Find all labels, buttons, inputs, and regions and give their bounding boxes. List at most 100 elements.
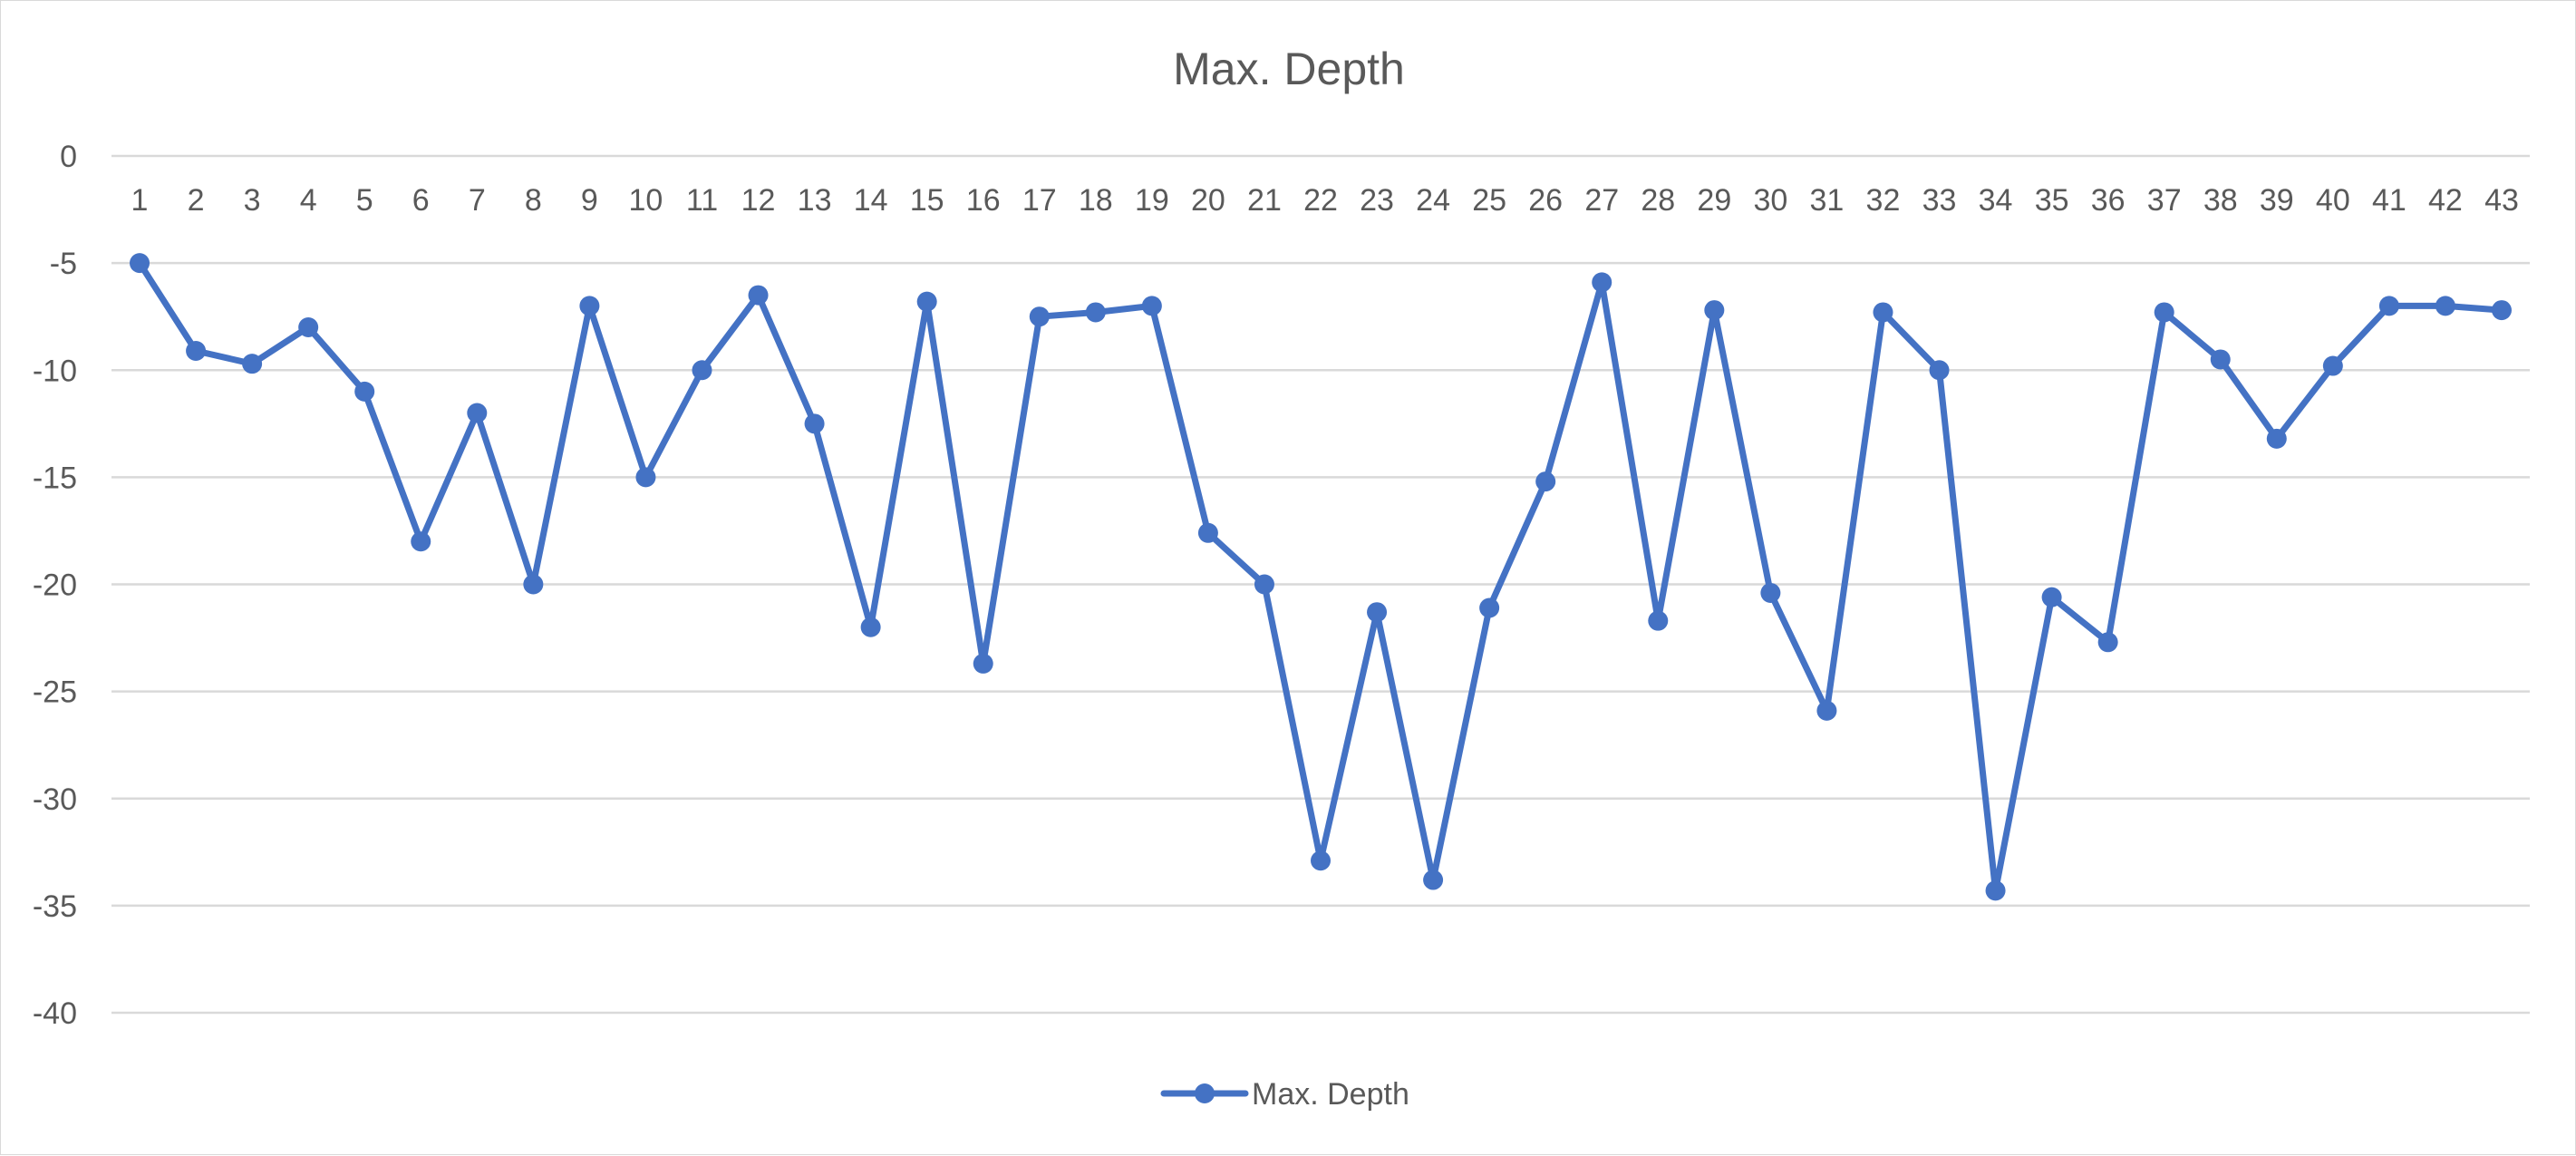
x-tick-label: 17 xyxy=(1022,183,1057,218)
x-tick-label: 10 xyxy=(629,183,663,218)
data-point[interactable] xyxy=(2435,296,2455,316)
series-line xyxy=(136,259,2505,894)
data-point[interactable] xyxy=(2322,355,2343,376)
x-tick-label: 7 xyxy=(469,183,486,218)
legend-label: Max. Depth xyxy=(1252,1077,1409,1112)
y-tick-label: -5 xyxy=(50,247,77,281)
gridlines xyxy=(111,154,2530,1015)
x-tick-label: 24 xyxy=(1416,183,1450,218)
data-point[interactable] xyxy=(635,467,656,488)
x-tick-label: 36 xyxy=(2091,183,2126,218)
data-point[interactable] xyxy=(242,354,263,374)
data-point[interactable] xyxy=(1592,272,1612,293)
x-tick-label: 2 xyxy=(188,183,205,218)
data-point[interactable] xyxy=(1985,880,2006,901)
data-point[interactable] xyxy=(973,653,993,674)
data-point[interactable] xyxy=(1197,522,1218,543)
y-tick-label: -35 xyxy=(33,889,77,924)
x-tick-label: 35 xyxy=(2035,183,2069,218)
y-tick-label: -20 xyxy=(33,568,77,603)
x-tick-label: 22 xyxy=(1303,183,1338,218)
data-point[interactable] xyxy=(579,296,600,316)
x-tick-label: 43 xyxy=(2484,183,2519,218)
data-point[interactable] xyxy=(2154,302,2174,323)
y-tick-label: -30 xyxy=(33,782,77,817)
data-point[interactable] xyxy=(467,403,488,423)
data-point[interactable] xyxy=(692,360,712,381)
data-point[interactable] xyxy=(2491,300,2512,321)
series-max-depth xyxy=(130,253,2512,901)
x-tick-label: 34 xyxy=(1979,183,2013,218)
data-point[interactable] xyxy=(1029,306,1050,327)
data-point[interactable] xyxy=(1254,574,1274,595)
x-tick-label: 14 xyxy=(854,183,888,218)
data-point[interactable] xyxy=(1141,296,1162,316)
x-tick-label: 30 xyxy=(1753,183,1787,218)
x-tick-label: 23 xyxy=(1360,183,1394,218)
x-tick-label: 13 xyxy=(798,183,832,218)
data-point[interactable] xyxy=(411,531,431,552)
data-point[interactable] xyxy=(186,340,207,361)
x-tick-label: 15 xyxy=(910,183,944,218)
x-tick-label: 31 xyxy=(1810,183,1845,218)
x-tick-label: 20 xyxy=(1191,183,1225,218)
x-tick-label: 6 xyxy=(412,183,430,218)
data-point[interactable] xyxy=(1535,471,1556,492)
x-tick-label: 21 xyxy=(1247,183,1282,218)
x-tick-label: 37 xyxy=(2147,183,2182,218)
data-point[interactable] xyxy=(1085,302,1106,323)
data-point[interactable] xyxy=(1479,597,1500,618)
data-point[interactable] xyxy=(1929,360,1950,381)
data-point[interactable] xyxy=(2041,587,2062,607)
data-point[interactable] xyxy=(2097,632,2118,653)
data-point[interactable] xyxy=(2210,349,2231,370)
data-point[interactable] xyxy=(1423,869,1444,890)
data-point[interactable] xyxy=(298,317,319,337)
data-point[interactable] xyxy=(1704,300,1725,321)
x-tick-label: 12 xyxy=(741,183,776,218)
data-point[interactable] xyxy=(1873,302,1893,323)
x-tick-label: 25 xyxy=(1472,183,1506,218)
x-tick-label: 33 xyxy=(1922,183,1957,218)
x-tick-label: 4 xyxy=(300,183,317,218)
x-tick-label: 28 xyxy=(1641,183,1675,218)
data-point[interactable] xyxy=(523,574,544,595)
x-tick-label: 41 xyxy=(2372,183,2407,218)
y-tick-label: -15 xyxy=(33,461,77,495)
x-tick-label: 8 xyxy=(525,183,542,218)
x-tick-label: 32 xyxy=(1866,183,1901,218)
x-tick-label: 19 xyxy=(1135,183,1169,218)
x-tick-label: 16 xyxy=(966,183,1001,218)
data-point[interactable] xyxy=(1760,582,1781,603)
data-point[interactable] xyxy=(748,285,769,306)
data-point[interactable] xyxy=(1311,850,1331,871)
data-point[interactable] xyxy=(1367,602,1388,623)
data-point[interactable] xyxy=(2378,296,2399,316)
data-point[interactable] xyxy=(804,413,825,434)
data-point[interactable] xyxy=(1816,700,1837,721)
data-point[interactable] xyxy=(1648,610,1669,631)
x-tick-label: 5 xyxy=(356,183,373,218)
data-point[interactable] xyxy=(916,291,937,312)
y-tick-label: 0 xyxy=(60,140,77,174)
data-point[interactable] xyxy=(354,381,375,402)
x-tick-label: 29 xyxy=(1697,183,1731,218)
x-tick-label: 1 xyxy=(131,183,149,218)
x-tick-label: 39 xyxy=(2260,183,2294,218)
y-axis-tick-labels: 0 -5 -10 -15 -20 -25 -30 -35 -40 xyxy=(33,140,77,1031)
x-tick-label: 38 xyxy=(2203,183,2238,218)
x-axis-tick-labels: 1 2 3 4 5 6 7 8 9 10 11 12 13 14 15 16 17 18 19 20 21 22 23 24 2… xyxy=(131,183,2519,218)
legend-series-marker xyxy=(1195,1083,1215,1103)
x-tick-label: 18 xyxy=(1079,183,1113,218)
x-tick-label: 26 xyxy=(1528,183,1563,218)
chart-title: Max. Depth xyxy=(1173,44,1405,94)
data-point[interactable] xyxy=(2266,428,2287,449)
legend[interactable]: Max. Depth xyxy=(1160,1077,1409,1112)
y-tick-label: -25 xyxy=(33,675,77,710)
data-point[interactable] xyxy=(860,617,881,637)
data-point[interactable] xyxy=(130,253,150,274)
y-tick-label: -40 xyxy=(33,996,77,1031)
x-tick-label: 9 xyxy=(581,183,598,218)
